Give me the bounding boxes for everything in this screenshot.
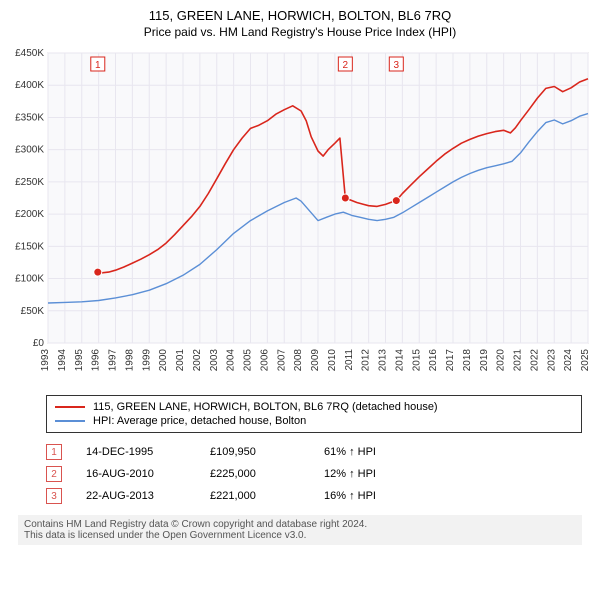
legend-label: 115, GREEN LANE, HORWICH, BOLTON, BL6 7R…: [93, 401, 438, 413]
svg-text:1993: 1993: [40, 349, 51, 372]
svg-text:2009: 2009: [310, 349, 321, 372]
sale-row: 1 14-DEC-1995 £109,950 61% ↑ HPI: [46, 441, 582, 463]
legend-item: 115, GREEN LANE, HORWICH, BOLTON, BL6 7R…: [55, 400, 573, 414]
sale-marker-badge: 3: [46, 488, 62, 504]
sale-price: £109,950: [210, 446, 300, 458]
sale-marker-badge: 1: [46, 444, 62, 460]
svg-text:1996: 1996: [91, 349, 102, 372]
legend-item: HPI: Average price, detached house, Bolt…: [55, 414, 573, 428]
sales-table: 1 14-DEC-1995 £109,950 61% ↑ HPI 2 16-AU…: [46, 441, 582, 507]
svg-text:2002: 2002: [192, 349, 203, 372]
chart-title: 115, GREEN LANE, HORWICH, BOLTON, BL6 7R…: [6, 8, 594, 23]
sale-price: £221,000: [210, 490, 300, 502]
footer-line: Contains HM Land Registry data © Crown c…: [24, 519, 576, 530]
sale-row: 2 16-AUG-2010 £225,000 12% ↑ HPI: [46, 463, 582, 485]
chart-plot-area: £0 £50K £100K £150K £200K £250K £300K £350K £400…: [6, 47, 594, 387]
svg-text:2024: 2024: [563, 349, 574, 372]
svg-text:2019: 2019: [479, 349, 490, 372]
svg-text:2015: 2015: [411, 349, 422, 372]
svg-text:2020: 2020: [496, 349, 507, 372]
svg-text:£200K: £200K: [15, 209, 44, 220]
svg-text:2018: 2018: [462, 349, 473, 372]
svg-text:2011: 2011: [344, 349, 355, 371]
svg-text:£100K: £100K: [15, 274, 44, 285]
svg-text:3: 3: [394, 60, 400, 71]
svg-text:£250K: £250K: [15, 177, 44, 188]
legend-swatch: [55, 420, 85, 422]
legend: 115, GREEN LANE, HORWICH, BOLTON, BL6 7R…: [46, 395, 582, 433]
svg-text:2010: 2010: [327, 349, 338, 372]
svg-text:1998: 1998: [124, 349, 135, 372]
chart-subtitle: Price paid vs. HM Land Registry's House …: [6, 25, 594, 39]
svg-text:2016: 2016: [428, 349, 439, 372]
svg-text:2012: 2012: [361, 349, 372, 372]
svg-text:2021: 2021: [513, 349, 524, 372]
svg-text:2000: 2000: [158, 349, 169, 372]
svg-text:2: 2: [343, 60, 349, 71]
svg-text:£150K: £150K: [15, 241, 44, 252]
svg-text:£300K: £300K: [15, 145, 44, 156]
svg-text:1994: 1994: [57, 349, 68, 372]
svg-text:1: 1: [95, 60, 101, 71]
svg-text:2005: 2005: [243, 349, 254, 372]
chart-container: { "title": "115, GREEN LANE, HORWICH, BO…: [0, 0, 600, 553]
svg-text:2007: 2007: [276, 349, 287, 372]
footer-line: This data is licensed under the Open Gov…: [24, 530, 576, 541]
svg-text:2014: 2014: [394, 349, 405, 372]
svg-text:2001: 2001: [175, 349, 186, 372]
svg-text:1995: 1995: [74, 349, 85, 372]
svg-text:2006: 2006: [259, 349, 270, 372]
svg-text:2025: 2025: [580, 349, 591, 372]
svg-text:£350K: £350K: [15, 112, 44, 123]
svg-text:2004: 2004: [226, 349, 237, 372]
sale-row: 3 22-AUG-2013 £221,000 16% ↑ HPI: [46, 485, 582, 507]
svg-text:£0: £0: [33, 338, 45, 349]
svg-text:2022: 2022: [529, 349, 540, 372]
svg-text:2003: 2003: [209, 349, 220, 372]
svg-text:2023: 2023: [546, 349, 557, 372]
svg-text:2013: 2013: [378, 349, 389, 372]
sale-date: 22-AUG-2013: [86, 490, 186, 502]
legend-label: HPI: Average price, detached house, Bolt…: [93, 415, 306, 427]
sale-price: £225,000: [210, 468, 300, 480]
svg-text:£400K: £400K: [15, 80, 44, 91]
svg-text:1997: 1997: [108, 349, 119, 372]
sale-marker-badge: 2: [46, 466, 62, 482]
line-chart-svg: £0 £50K £100K £150K £200K £250K £300K £350K £400…: [6, 47, 594, 387]
svg-text:£50K: £50K: [21, 306, 45, 317]
svg-text:2017: 2017: [445, 349, 456, 372]
svg-text:1999: 1999: [141, 349, 152, 372]
svg-text:£450K: £450K: [15, 48, 44, 59]
sale-date: 16-AUG-2010: [86, 468, 186, 480]
sale-hpi: 61% ↑ HPI: [324, 446, 414, 458]
sale-hpi: 12% ↑ HPI: [324, 468, 414, 480]
svg-text:2008: 2008: [293, 349, 304, 372]
sale-date: 14-DEC-1995: [86, 446, 186, 458]
sale-hpi: 16% ↑ HPI: [324, 490, 414, 502]
legend-swatch: [55, 406, 85, 408]
attribution-footer: Contains HM Land Registry data © Crown c…: [18, 515, 582, 545]
